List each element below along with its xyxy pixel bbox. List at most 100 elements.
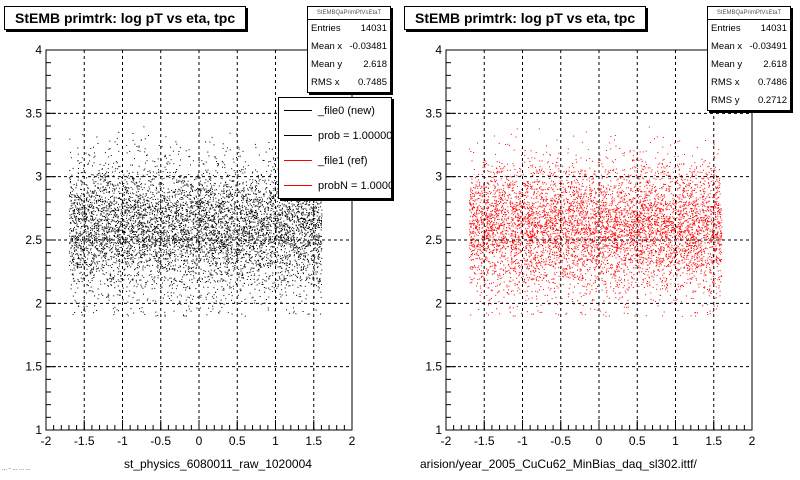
scatter-point [124, 241, 126, 243]
scatter-point [301, 300, 303, 302]
scatter-point [101, 245, 103, 247]
scatter-point [224, 234, 226, 236]
scatter-point [149, 221, 151, 223]
scatter-point [271, 245, 273, 247]
scatter-point [117, 242, 119, 244]
scatter-point [204, 232, 206, 234]
scatter-point [271, 262, 273, 264]
scatter-point [317, 236, 319, 238]
scatter-point [139, 220, 140, 222]
scatter-point [143, 241, 145, 243]
scatter-point [73, 236, 75, 238]
scatter-point [243, 187, 245, 189]
scatter-point [307, 258, 309, 260]
scatter-point [243, 236, 245, 238]
scatter-point [115, 187, 117, 189]
scatter-point [205, 141, 207, 143]
scatter-point [288, 243, 290, 245]
scatter-point [277, 205, 278, 207]
scatter-point [101, 208, 103, 210]
scatter-point [291, 240, 292, 241]
scatter-point [175, 212, 177, 214]
scatter-point [273, 217, 275, 219]
scatter-point [223, 240, 225, 242]
scatter-point [137, 222, 139, 224]
scatter-point [73, 213, 75, 215]
scatter-point [73, 212, 75, 214]
scatter-point [72, 258, 74, 260]
scatter-point [204, 238, 205, 240]
scatter-point [118, 165, 120, 167]
scatter-point [203, 259, 205, 260]
scatter-point [88, 235, 90, 237]
scatter-point [126, 190, 128, 192]
scatter-point [279, 255, 281, 257]
scatter-point [150, 247, 152, 248]
scatter-point [177, 191, 179, 193]
scatter-point [136, 237, 138, 239]
scatter-point [303, 250, 305, 252]
scatter-point [113, 282, 115, 284]
scatter-point [298, 200, 300, 202]
scatter-point [189, 195, 191, 196]
scatter-point [216, 240, 218, 242]
scatter-point [142, 218, 144, 220]
scatter-point [221, 243, 223, 245]
scatter-point [242, 207, 244, 209]
scatter-point [209, 201, 211, 203]
scatter-point [301, 207, 302, 209]
scatter-point [123, 194, 125, 196]
scatter-point [235, 252, 237, 254]
scatter-point [191, 279, 193, 281]
scatter-point [264, 188, 266, 190]
scatter-point [184, 225, 186, 227]
scatter-point [76, 242, 78, 244]
scatter-point [289, 275, 291, 277]
scatter-point [205, 161, 207, 163]
scatter-point [90, 263, 92, 265]
scatter-point [174, 242, 176, 244]
scatter-point [256, 245, 258, 247]
scatter-point [286, 252, 287, 254]
scatter-point [91, 192, 93, 194]
scatter-point [220, 207, 222, 209]
scatter-point [172, 248, 174, 250]
scatter-point [74, 239, 76, 241]
scatter-point [114, 225, 116, 227]
scatter-point [106, 171, 108, 173]
scatter-point [132, 279, 134, 281]
scatter-point [197, 192, 199, 194]
scatter-point [95, 181, 97, 183]
scatter-point [79, 258, 81, 260]
scatter-point [130, 208, 132, 210]
scatter-point [243, 254, 245, 256]
scatter-point [202, 202, 204, 204]
scatter-point [273, 158, 275, 160]
scatter-point [158, 234, 160, 236]
scatter-point [200, 294, 202, 296]
scatter-point [138, 165, 140, 167]
scatter-point [212, 192, 214, 194]
scatter-point [79, 219, 81, 220]
scatter-point [192, 259, 194, 261]
scatter-point [222, 245, 224, 247]
scatter-point [138, 198, 140, 199]
scatter-point [178, 180, 180, 182]
scatter-point [293, 199, 295, 201]
scatter-point [149, 224, 151, 226]
scatter-point [133, 242, 135, 244]
scatter-point [304, 200, 306, 202]
scatter-point [310, 283, 312, 285]
scatter-point [292, 214, 294, 216]
scatter-point [262, 283, 264, 285]
scatter-point [281, 279, 283, 281]
scatter-point [246, 235, 248, 237]
scatter-point [277, 184, 278, 185]
scatter-point [226, 255, 228, 257]
scatter-point [297, 264, 299, 266]
scatter-point [198, 222, 200, 224]
scatter-point [142, 251, 144, 253]
scatter-point [226, 234, 228, 236]
scatter-point [117, 222, 119, 224]
scatter-point [189, 219, 191, 221]
